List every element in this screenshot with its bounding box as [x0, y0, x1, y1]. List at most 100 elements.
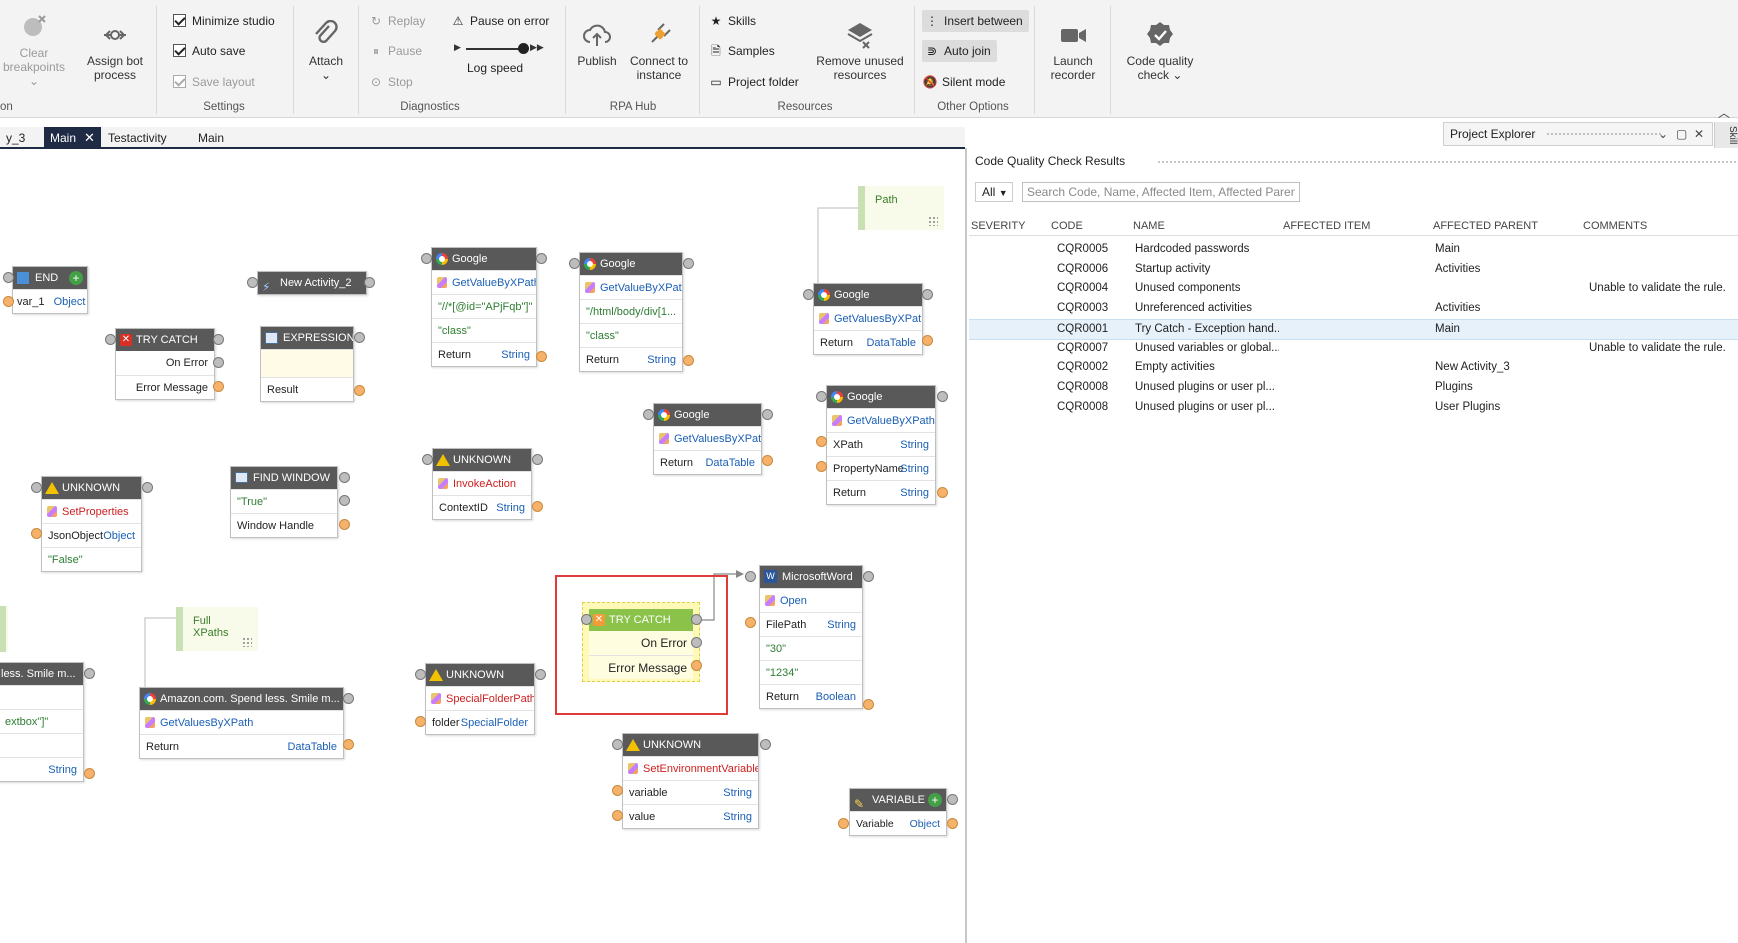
code-quality-check-button[interactable]: Code quality check ⌄	[1118, 20, 1202, 82]
collapse-ribbon-icon[interactable]: ︿	[1718, 106, 1731, 120]
variable-icon: ✎	[854, 797, 865, 811]
close-tab-icon[interactable]: ✕	[84, 130, 95, 145]
severity-filter-dropdown[interactable]: All ▼	[975, 182, 1013, 202]
selection-highlight	[555, 575, 728, 715]
add-circle-icon[interactable]: +	[928, 793, 942, 807]
activity-icon: ⚡	[262, 280, 271, 294]
maximize-icon[interactable]: ▢	[1676, 127, 1688, 141]
code-cell: CQR0001	[1057, 322, 1109, 335]
attach-button[interactable]: Attach ⌄	[302, 19, 350, 82]
warning-triangle-icon: ⚠	[452, 14, 464, 28]
chrome-icon	[144, 693, 156, 705]
assign-bot-process-button[interactable]: Assign bot process	[82, 20, 148, 82]
col-name[interactable]: NAME	[1133, 220, 1165, 232]
find-window-node[interactable]: FIND WINDOW "True" Window Handle	[230, 466, 338, 538]
full-xpaths-note[interactable]: Full XPaths	[176, 607, 258, 651]
project-folder-button[interactable]: ▭ Project folder	[708, 71, 798, 93]
table-row[interactable]: WarningCQR0008Unused plugins or user pl.…	[969, 378, 1738, 399]
project-explorer-header[interactable]: Project Explorer ⌄ ▢ ✕	[1443, 122, 1713, 146]
expression-node[interactable]: EXPRESSION Result	[260, 326, 354, 402]
end-node[interactable]: END + var_1 Object	[12, 266, 88, 314]
dropdown-arrow-icon[interactable]: ⌄	[1658, 127, 1669, 141]
connector-lines	[144, 207, 858, 690]
col-affected-parent[interactable]: AFFECTED PARENT	[1433, 220, 1538, 232]
assign-bot-icon	[100, 20, 130, 50]
workflow-canvas[interactable]: END + var_1 Object ⚡ New Activity_2 ✕ TRY C…	[0, 150, 965, 943]
dropdown-arrow-icon: ▼	[998, 188, 1008, 198]
pause-button[interactable]: ⏸ Pause	[368, 40, 422, 62]
pause-on-error-button[interactable]: ⚠ Pause on error	[450, 10, 550, 32]
document-tab-bar: y_3 Main ✕ Testactivity Main	[0, 127, 965, 149]
auto-save-checkbox[interactable]: Auto save	[173, 40, 245, 62]
tab-main-2[interactable]: Main	[198, 131, 225, 145]
save-layout-checkbox[interactable]: Save layout	[173, 71, 255, 93]
tab-testactivity[interactable]: Testactivity	[108, 131, 167, 145]
affected-parent-cell: Plugins	[1435, 380, 1473, 393]
add-circle-icon[interactable]: +	[69, 271, 83, 285]
name-cell: Startup activity	[1135, 262, 1211, 275]
samples-button[interactable]: 🗎 Samples	[708, 40, 775, 62]
table-row[interactable]: WarningCQR0005Hardcoded passwordsOpenMai…	[969, 240, 1738, 261]
col-severity[interactable]: SEVERITY	[971, 220, 1026, 232]
affected-parent-cell: New Activity_3	[1435, 361, 1510, 374]
connect-to-instance-button[interactable]: Connect to instance	[626, 20, 692, 82]
affected-parent-cell: Main	[1435, 322, 1460, 335]
stop-button[interactable]: ⊙ Stop	[368, 71, 413, 93]
col-affected-item[interactable]: AFFECTED ITEM	[1283, 220, 1371, 232]
new-activity-node[interactable]: ⚡ New Activity_2	[257, 271, 367, 295]
skills-button[interactable]: ★ Skills	[708, 10, 756, 32]
publish-button[interactable]: Publish	[572, 20, 622, 68]
code-cell: CQR0006	[1057, 262, 1109, 275]
table-row[interactable]: WarningCQR0008Unused plugins or user pl.…	[969, 398, 1738, 419]
unknown-setproperties-node[interactable]: UNKNOWN SetProperties JsonObject Object "…	[41, 476, 142, 572]
close-icon[interactable]: ✕	[1694, 127, 1705, 141]
breakpoint-clear-icon	[19, 12, 49, 42]
folder-open-icon: ▭	[710, 75, 722, 89]
search-input[interactable]	[1022, 182, 1300, 202]
unknown-setenvironmentvariable-node[interactable]: UNKNOWN SetEnvironmentVariable variable S…	[622, 733, 759, 829]
pause-icon: ⏸	[372, 44, 379, 58]
amazon-node-cut[interactable]: less. Smile m... extbox"]" String	[0, 662, 84, 782]
tab-main-active[interactable]: Main ✕	[44, 127, 101, 149]
try-catch-icon: ✕	[120, 334, 132, 346]
clear-breakpoints-button[interactable]: Clear breakpoints ⌄	[0, 12, 68, 88]
replay-button[interactable]: ↻ Replay	[368, 10, 425, 32]
amazon-getvaluesbyxpath-node[interactable]: Amazon.com. Spend less. Smile m... GetVa…	[139, 687, 344, 759]
fast-icon: ▶▶	[530, 42, 544, 52]
unknown-invokeaction-node[interactable]: UNKNOWN InvokeAction ContextID String	[432, 448, 532, 520]
side-tab-skill[interactable]: Skill	[1714, 122, 1738, 152]
insert-between-toggle[interactable]: ⋮ Insert between	[922, 10, 1029, 32]
plug-connect-icon	[644, 20, 674, 50]
table-row[interactable]: WarningCQR0003Unreferenced activitiesNew…	[969, 299, 1738, 320]
auto-join-toggle[interactable]: ⋑ Auto join	[922, 40, 997, 62]
google-getvaluesbyxpath-node-4[interactable]: Google GetValuesByXPath Return DataTable	[653, 403, 762, 475]
unknown-specialfolderpath-node[interactable]: UNKNOWN SpecialFolderPath folder SpecialF…	[425, 663, 535, 735]
col-comments[interactable]: COMMENTS	[1583, 220, 1648, 232]
name-cell: Try Catch - Exception hand...	[1135, 322, 1279, 335]
try-catch-selected-node[interactable]: ✕ TRY CATCH On Error Error Message	[582, 602, 700, 682]
try-catch-node[interactable]: ✕ TRY CATCH On Error Error Message	[115, 328, 215, 400]
col-code[interactable]: CODE	[1051, 220, 1083, 232]
log-speed-slider[interactable]: ▶ ▶▶	[454, 38, 544, 60]
table-row[interactable]: WarningCQR0001Try Catch - Exception hand…	[969, 318, 1738, 340]
auto-join-icon: ⋑	[926, 44, 938, 58]
microsoftword-open-node[interactable]: W MicrosoftWord Open FilePath String "30" …	[759, 565, 863, 709]
variable-node[interactable]: ✎ VARIABLE + Variable Object	[849, 788, 947, 836]
silent-mode-button[interactable]: 🔕 Silent mode	[922, 71, 1006, 93]
table-row[interactable]: WarningCQR0007Unused variables or global…	[969, 339, 1738, 360]
google-getvaluesbyxpath-node-3[interactable]: Google GetValuesByXPath Return DataTable	[813, 283, 923, 355]
code-cell: CQR0008	[1057, 400, 1109, 413]
tab-y3[interactable]: y_3	[6, 131, 26, 145]
remove-unused-resources-button[interactable]: Remove unused resources	[812, 20, 908, 82]
google-getvaluebyxpath-node-2[interactable]: Google GetValueByXPath "/html/body/div[1…	[579, 252, 683, 372]
minimize-studio-checkbox[interactable]: Minimize studio	[173, 10, 275, 32]
group-label-settings: Settings	[203, 101, 245, 113]
google-getvaluebyxpath-node-5[interactable]: Google GetValueByXPath XPath String Prope…	[826, 385, 936, 505]
launch-recorder-button[interactable]: Launch recorder	[1042, 20, 1104, 82]
path-note[interactable]: Path	[858, 186, 944, 230]
google-getvaluebyxpath-node-1[interactable]: Google GetValueByXPath "//*[@id="APjFqb"…	[431, 247, 537, 367]
ribbon-toolbar: Clear breakpoints ⌄ Assign bot process M…	[0, 0, 1738, 120]
